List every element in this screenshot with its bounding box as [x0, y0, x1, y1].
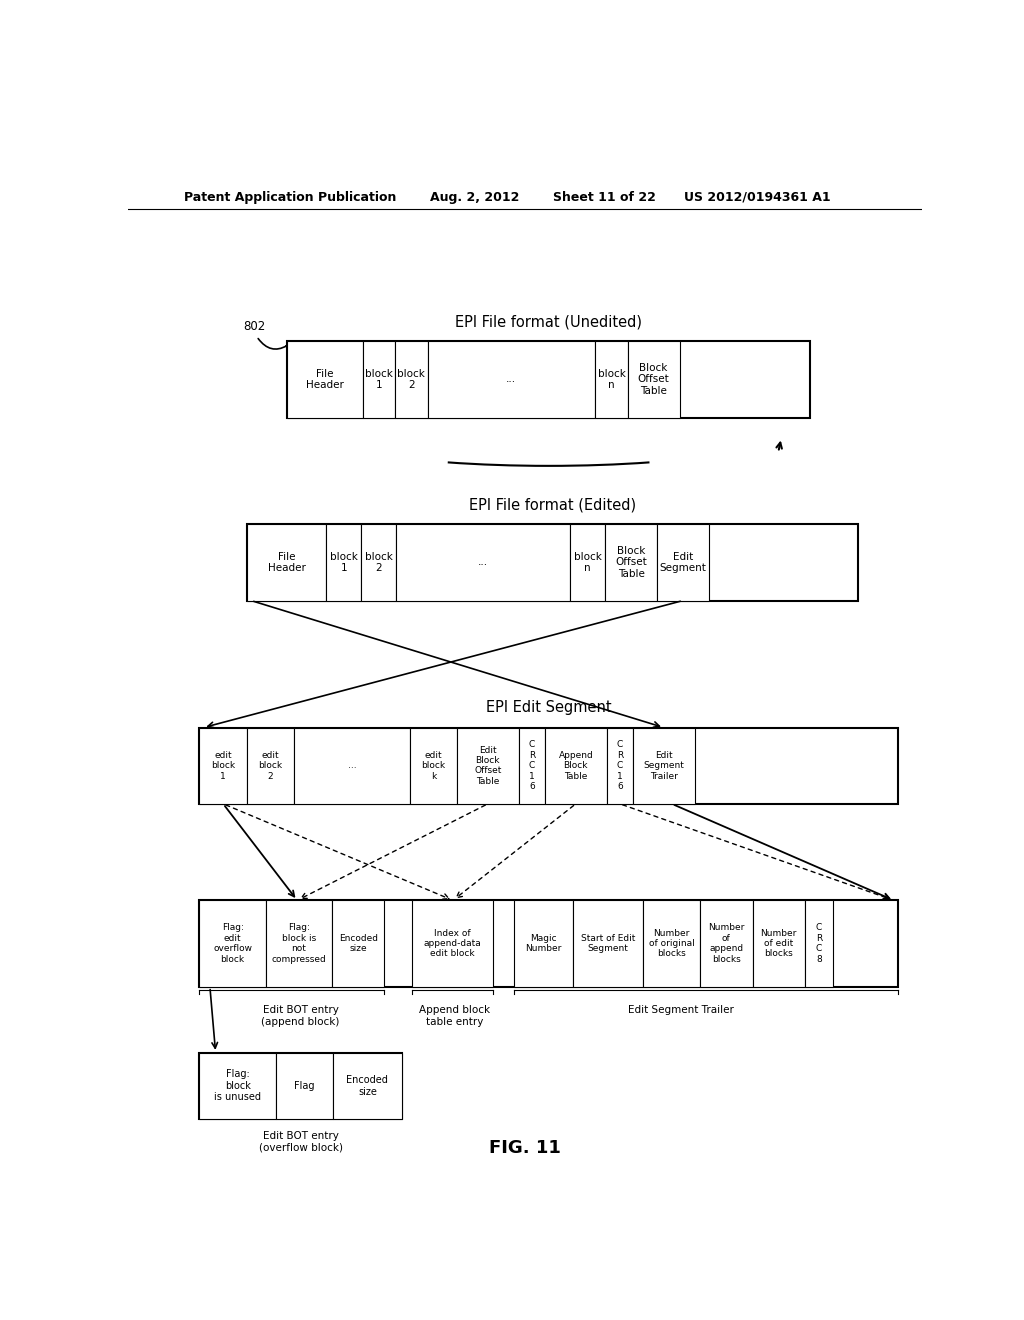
Bar	[805, 900, 833, 987]
Bar	[247, 727, 295, 804]
Bar	[362, 342, 395, 417]
Bar	[200, 727, 898, 804]
Bar	[410, 727, 457, 804]
Text: Append block
table entry: Append block table entry	[419, 1005, 489, 1027]
Text: block
2: block 2	[397, 368, 425, 391]
Text: Block
Offset
Table: Block Offset Table	[615, 545, 647, 579]
Bar	[287, 342, 362, 417]
Bar	[457, 727, 518, 804]
Text: EPI File format (Edited): EPI File format (Edited)	[469, 498, 636, 512]
Bar	[247, 524, 858, 601]
Bar	[570, 524, 605, 601]
Text: edit
block
k: edit block k	[421, 751, 445, 780]
Text: Magic
Number: Magic Number	[525, 933, 561, 953]
Text: edit
block
2: edit block 2	[259, 751, 283, 780]
Text: block
n: block n	[598, 368, 626, 391]
Text: EPI Edit Segment: EPI Edit Segment	[485, 701, 611, 715]
Text: block
n: block n	[573, 552, 602, 573]
Bar	[628, 342, 680, 417]
Text: Encoded
size: Encoded size	[346, 1074, 388, 1097]
Bar	[200, 900, 898, 987]
Text: ...: ...	[478, 557, 488, 568]
Bar	[332, 900, 384, 987]
Text: Sheet 11 of 22: Sheet 11 of 22	[553, 190, 655, 203]
Text: US 2012/0194361 A1: US 2012/0194361 A1	[684, 190, 830, 203]
Text: Flag:
block is
not
compressed: Flag: block is not compressed	[271, 924, 327, 964]
Text: Edit Segment Trailer: Edit Segment Trailer	[629, 1005, 734, 1015]
Bar	[333, 1053, 401, 1119]
Text: C
R
C
1
6: C R C 1 6	[528, 741, 535, 791]
Bar	[573, 900, 643, 987]
Text: Patent Application Publication: Patent Application Publication	[183, 190, 396, 203]
Text: Block
Offset
Table: Block Offset Table	[638, 363, 670, 396]
FancyArrowPatch shape	[258, 338, 287, 348]
Bar	[657, 524, 709, 601]
Text: File
Header: File Header	[306, 368, 344, 391]
Bar	[276, 1053, 333, 1119]
Text: Append
Block
Table: Append Block Table	[558, 751, 593, 780]
Text: Edit
Segment
Trailer: Edit Segment Trailer	[643, 751, 684, 780]
Text: Flag:
block
is unused: Flag: block is unused	[214, 1069, 261, 1102]
Bar	[200, 1053, 276, 1119]
Bar	[413, 900, 493, 987]
Bar	[428, 342, 595, 417]
Text: Index of
append-data
edit block: Index of append-data edit block	[424, 929, 481, 958]
Bar	[266, 900, 332, 987]
Text: Edit BOT entry
(overflow block): Edit BOT entry (overflow block)	[259, 1131, 343, 1152]
Bar	[361, 524, 396, 601]
Text: ...: ...	[506, 375, 516, 384]
Text: Number
of edit
blocks: Number of edit blocks	[761, 929, 797, 958]
Text: ...: ...	[348, 762, 356, 770]
Text: Encoded
size: Encoded size	[339, 933, 378, 953]
Bar	[396, 524, 570, 601]
Bar	[700, 900, 753, 987]
Text: C
R
C
8: C R C 8	[816, 924, 822, 964]
Bar	[605, 524, 657, 601]
Text: Edit BOT entry
(append block): Edit BOT entry (append block)	[261, 1005, 340, 1027]
Text: edit
block
1: edit block 1	[211, 751, 236, 780]
Bar	[633, 727, 694, 804]
Bar	[247, 524, 327, 601]
Text: Flag: Flag	[295, 1081, 315, 1090]
Text: Number
of original
blocks: Number of original blocks	[648, 929, 694, 958]
Bar	[200, 1053, 401, 1119]
Text: Edit
Block
Offset
Table: Edit Block Offset Table	[474, 746, 502, 785]
Bar	[595, 342, 628, 417]
Bar	[545, 727, 606, 804]
Bar	[753, 900, 805, 987]
Text: FIG. 11: FIG. 11	[488, 1139, 561, 1156]
Text: block
2: block 2	[365, 552, 392, 573]
Text: Aug. 2, 2012: Aug. 2, 2012	[430, 190, 519, 203]
Text: C
R
C
1
6: C R C 1 6	[616, 741, 623, 791]
Text: Number
of
append
blocks: Number of append blocks	[709, 924, 744, 964]
Text: File
Header: File Header	[268, 552, 306, 573]
Text: Flag:
edit
overflow
block: Flag: edit overflow block	[213, 924, 252, 964]
Bar	[395, 342, 428, 417]
Bar	[327, 524, 361, 601]
Text: block
1: block 1	[365, 368, 393, 391]
Text: EPI File format (Unedited): EPI File format (Unedited)	[455, 314, 642, 329]
Text: 802: 802	[243, 321, 265, 333]
Bar	[287, 342, 811, 417]
Bar	[514, 900, 573, 987]
Bar	[606, 727, 633, 804]
Text: Start of Edit
Segment: Start of Edit Segment	[581, 933, 635, 953]
Text: block
1: block 1	[330, 552, 357, 573]
Bar	[200, 727, 247, 804]
Text: Edit
Segment: Edit Segment	[659, 552, 707, 573]
Bar	[200, 900, 266, 987]
Bar	[518, 727, 545, 804]
Bar	[295, 727, 410, 804]
Bar	[643, 900, 700, 987]
